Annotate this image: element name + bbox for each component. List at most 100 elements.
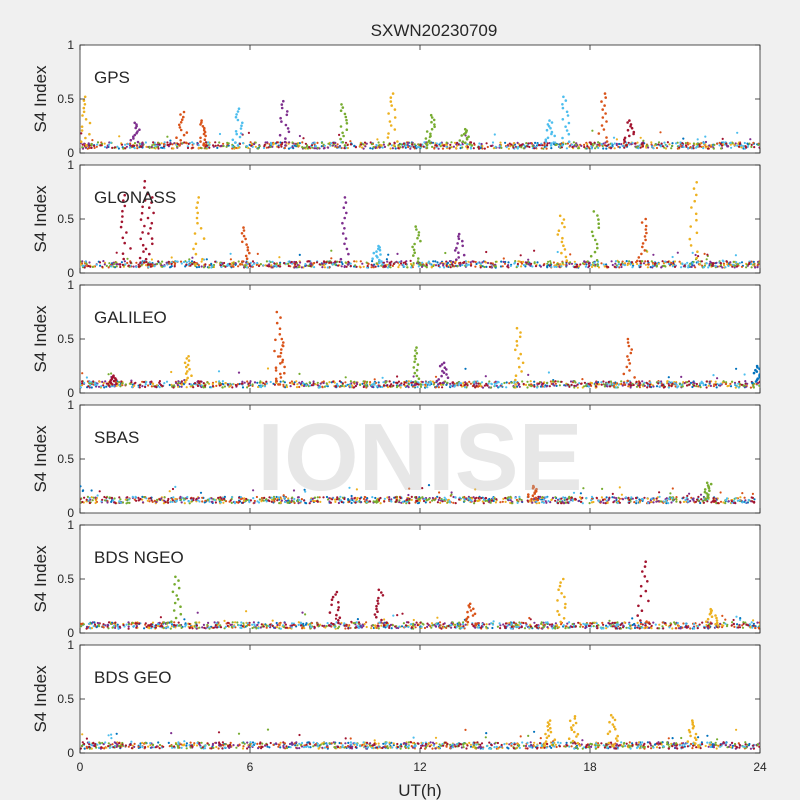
baseline-point bbox=[174, 485, 177, 488]
baseline-point bbox=[103, 495, 106, 499]
baseline-point bbox=[280, 145, 283, 148]
baseline-point bbox=[583, 260, 586, 263]
baseline-point bbox=[535, 500, 538, 503]
baseline-point bbox=[238, 382, 241, 386]
baseline-point bbox=[688, 142, 691, 145]
baseline-point bbox=[721, 137, 724, 140]
baseline-point bbox=[681, 385, 684, 388]
baseline-point bbox=[643, 381, 646, 384]
baseline-point bbox=[83, 496, 86, 499]
baseline-point bbox=[229, 499, 232, 502]
baseline-point bbox=[93, 146, 96, 149]
spike-point bbox=[430, 116, 434, 119]
baseline-point bbox=[734, 497, 737, 500]
baseline-point bbox=[726, 263, 729, 266]
baseline-point bbox=[736, 144, 739, 147]
spike-point bbox=[234, 115, 238, 119]
spike-point bbox=[628, 369, 631, 372]
baseline-point bbox=[249, 380, 252, 383]
baseline-point bbox=[742, 145, 745, 148]
spike-point bbox=[343, 242, 346, 246]
baseline-point bbox=[477, 497, 480, 500]
baseline-point bbox=[449, 266, 452, 269]
spike-point bbox=[284, 123, 288, 127]
spike-point bbox=[628, 119, 631, 122]
spike-point bbox=[343, 196, 347, 199]
baseline-point bbox=[354, 146, 357, 149]
baseline-point bbox=[666, 141, 670, 144]
baseline-point bbox=[463, 384, 466, 387]
baseline-point bbox=[661, 145, 665, 148]
baseline-point bbox=[465, 145, 468, 148]
baseline-point bbox=[98, 490, 101, 493]
baseline-point bbox=[625, 381, 628, 384]
baseline-point bbox=[411, 381, 414, 384]
baseline-point bbox=[702, 501, 706, 504]
baseline-point bbox=[325, 382, 328, 385]
baseline-point bbox=[526, 380, 529, 383]
spike-point bbox=[605, 140, 609, 143]
baseline-point bbox=[81, 382, 84, 385]
spike-point bbox=[84, 136, 87, 140]
baseline-point bbox=[201, 496, 204, 499]
spike-point bbox=[392, 144, 396, 147]
spike-point bbox=[151, 196, 154, 199]
baseline-point bbox=[516, 147, 519, 150]
baseline-point bbox=[263, 143, 266, 146]
baseline-point bbox=[218, 132, 222, 136]
baseline-point bbox=[298, 144, 301, 147]
baseline-point bbox=[673, 265, 677, 268]
y-tick-label: 0.5 bbox=[57, 332, 74, 346]
baseline-point bbox=[544, 500, 547, 503]
baseline-point bbox=[183, 502, 186, 505]
spike-point bbox=[381, 263, 384, 266]
spike-point bbox=[531, 494, 535, 498]
baseline-point bbox=[729, 261, 732, 264]
baseline-point bbox=[316, 496, 319, 499]
spike-point bbox=[706, 484, 710, 487]
baseline-point bbox=[192, 386, 195, 389]
spike-point bbox=[518, 335, 522, 339]
baseline-point bbox=[727, 264, 730, 268]
baseline-point bbox=[271, 266, 274, 269]
baseline-point bbox=[142, 380, 146, 384]
baseline-point bbox=[550, 265, 553, 268]
spike-point bbox=[688, 237, 692, 241]
spike-point bbox=[419, 239, 422, 243]
baseline-point bbox=[441, 147, 445, 150]
spike-point bbox=[142, 250, 145, 253]
baseline-point bbox=[479, 382, 482, 385]
baseline-point bbox=[613, 142, 616, 145]
spike-point bbox=[185, 378, 188, 382]
spike-point bbox=[600, 100, 603, 103]
baseline-point bbox=[654, 262, 657, 265]
baseline-point bbox=[246, 145, 249, 148]
spike-point bbox=[194, 252, 198, 256]
baseline-point bbox=[124, 143, 127, 146]
baseline-point bbox=[225, 145, 228, 148]
baseline-point bbox=[227, 142, 230, 145]
baseline-point bbox=[96, 141, 100, 144]
baseline-point bbox=[296, 496, 300, 499]
spike-point bbox=[393, 116, 397, 119]
baseline-point bbox=[612, 136, 616, 139]
baseline-point bbox=[631, 497, 634, 500]
baseline-point bbox=[338, 133, 341, 136]
baseline-point bbox=[581, 496, 584, 499]
baseline-point bbox=[88, 380, 91, 383]
baseline-point bbox=[389, 384, 392, 387]
spike-point bbox=[703, 488, 707, 491]
baseline-point bbox=[295, 386, 299, 389]
baseline-point bbox=[141, 495, 144, 498]
spike-point bbox=[440, 374, 443, 378]
spike-point bbox=[415, 228, 418, 231]
baseline-point bbox=[611, 263, 614, 267]
spike-point bbox=[437, 383, 440, 386]
baseline-point bbox=[576, 386, 579, 389]
baseline-point bbox=[167, 501, 170, 504]
baseline-point bbox=[289, 385, 292, 388]
spike-point bbox=[636, 259, 639, 263]
baseline-point bbox=[446, 261, 450, 264]
spike-point bbox=[175, 136, 178, 139]
baseline-point bbox=[388, 498, 391, 501]
